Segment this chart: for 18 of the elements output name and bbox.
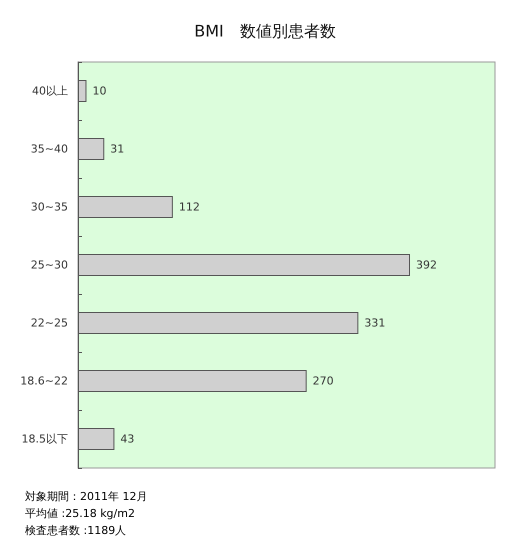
- y-tick-label: 18.6~22: [20, 374, 68, 388]
- text: 検査患者数 :1189人: [25, 524, 126, 537]
- chart-title: BMI 数値別患者数: [194, 22, 336, 40]
- y-tick-label: 35~40: [30, 142, 68, 156]
- data-label: 331: [364, 316, 386, 330]
- y-tick-label: 18.5以下: [22, 432, 68, 446]
- data-label: 392: [416, 258, 438, 272]
- data-label: 10: [92, 84, 106, 98]
- text: 対象期間：2011年 12月: [25, 490, 148, 503]
- data-label: 270: [312, 374, 334, 388]
- text: 平均値 :25.18 kg/m2: [25, 507, 135, 520]
- data-label: 43: [120, 432, 134, 446]
- y-tick-label: 25~30: [30, 258, 68, 272]
- y-tick-label: 40以上: [32, 84, 68, 98]
- data-label: 31: [110, 142, 124, 156]
- y-tick-label: 22~25: [30, 316, 68, 330]
- data-label: 112: [178, 200, 200, 214]
- y-tick-label: 30~35: [30, 200, 68, 214]
